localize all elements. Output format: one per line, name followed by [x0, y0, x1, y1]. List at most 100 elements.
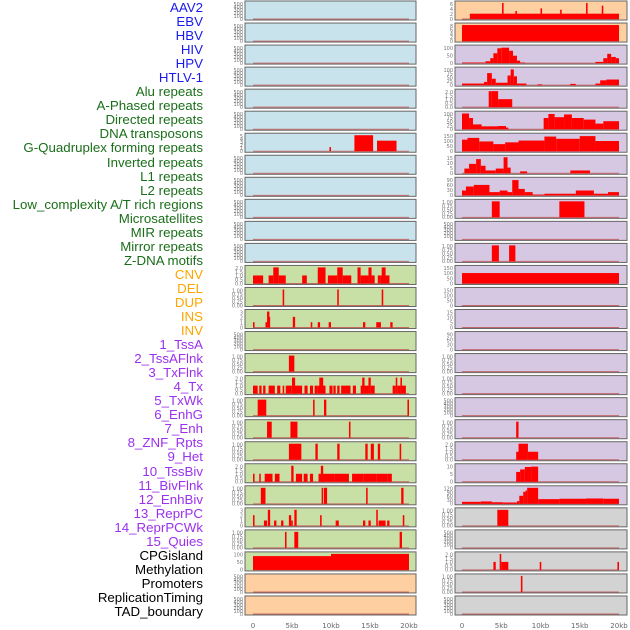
y-tick-label: 500 — [233, 112, 243, 118]
y-tick-label: 150 — [443, 134, 453, 140]
y-tick-label: 100 — [233, 256, 243, 262]
x-tick-label: 20kb — [400, 622, 418, 630]
y-tick-label: 300 — [443, 228, 453, 234]
coverage-bar — [377, 140, 397, 152]
track-panel-left — [244, 573, 417, 594]
y-tick-label: 0.25 — [232, 498, 243, 504]
y-tick-label: 500 — [233, 575, 243, 581]
y-tick-label: 100 — [443, 271, 453, 277]
coverage-bar — [364, 385, 369, 394]
coverage-bar — [360, 275, 369, 284]
y-tick-label: 100 — [443, 139, 453, 145]
track-panel-left — [244, 66, 417, 87]
track-label: HIV — [180, 42, 203, 58]
coverage-bar — [595, 83, 601, 86]
y-tick-label: 100 — [233, 234, 243, 240]
track-label: ReplicationTiming — [97, 589, 203, 605]
y-tick-label: 1.0 — [235, 472, 243, 478]
x-tick-label: 5kb — [495, 622, 509, 630]
y-tick-label: 150 — [443, 266, 453, 272]
track-panel-left — [244, 441, 417, 462]
y-tick-label: 30 — [447, 188, 453, 194]
y-tick-label: 0 — [450, 281, 453, 287]
coverage-bar — [603, 498, 619, 504]
coverage-bar — [315, 443, 318, 460]
coverage-bar — [402, 515, 405, 526]
coverage-bar — [513, 76, 517, 86]
track-label: 1_TssA — [159, 337, 203, 353]
track-panel-right — [454, 529, 628, 550]
y-tick-label: 0 — [450, 480, 453, 486]
track-label: MIR repeats — [130, 224, 203, 240]
y-tick-label: 2 — [450, 35, 453, 41]
coverage-bar — [267, 509, 271, 526]
y-tick-label: 0 — [240, 105, 243, 111]
y-tick-label: 0.50 — [442, 362, 453, 368]
y-tick-label: 100 — [233, 212, 243, 218]
y-tick-label: 0.25 — [442, 388, 453, 394]
coverage-bar — [291, 465, 294, 482]
y-tick-label: 100 — [443, 543, 453, 549]
y-tick-label: 0.00 — [442, 215, 453, 221]
track-panel-left — [244, 132, 417, 153]
y-tick-label: 200 — [443, 540, 453, 546]
y-tick-label: 0 — [450, 171, 453, 177]
coverage-bar — [376, 509, 378, 526]
y-tick-label: 0 — [240, 325, 243, 331]
y-tick-label: 0.50 — [442, 516, 453, 522]
y-tick-label: 500 — [233, 597, 243, 603]
coverage-bar — [520, 171, 528, 174]
y-tick-label: 2.0 — [235, 376, 243, 382]
track-panel-right — [454, 198, 628, 219]
track-label: Microsatellites — [118, 210, 203, 226]
track-label: DNA transposons — [99, 126, 203, 142]
y-tick-label: 0 — [450, 127, 453, 133]
y-tick-label: 500 — [443, 531, 453, 537]
coverage-bar — [362, 520, 366, 526]
coverage-bar — [472, 124, 482, 130]
coverage-bar — [331, 553, 409, 570]
y-tick-label: 0 — [450, 303, 453, 309]
coverage-bar — [322, 385, 326, 394]
y-tick-label: 0.00 — [232, 436, 243, 442]
coverage-bar — [263, 520, 268, 526]
track-panel-right — [454, 507, 628, 528]
coverage-bar — [253, 275, 264, 284]
coverage-bar — [583, 119, 596, 130]
coverage-bar — [505, 127, 509, 130]
coverage-bar — [291, 520, 293, 526]
coverage-bar — [304, 385, 308, 394]
coverage-bar — [603, 58, 608, 64]
y-tick-label: 30 — [447, 342, 453, 348]
y-tick-label: 1.00 — [232, 420, 243, 426]
y-tick-label: 0 — [240, 568, 243, 574]
y-tick-label: 0 — [240, 524, 243, 530]
coverage-bar — [518, 443, 528, 460]
coverage-bar — [516, 471, 521, 482]
y-tick-label: 200 — [233, 606, 243, 612]
coverage-bar — [363, 473, 377, 482]
coverage-bar — [290, 421, 298, 438]
coverage-bar — [362, 377, 365, 394]
coverage-bar — [607, 53, 612, 64]
coverage-bar — [469, 117, 473, 130]
y-tick-label: 400 — [233, 93, 243, 99]
y-tick-label: 3 — [240, 310, 243, 316]
track-label: DUP — [174, 294, 203, 310]
coverage-bar — [401, 487, 404, 504]
y-tick-label: 6 — [450, 2, 453, 8]
y-tick-label: 0.75 — [442, 204, 453, 210]
coverage-bar — [263, 385, 266, 394]
coverage-bar — [462, 113, 470, 130]
y-tick-label: 400 — [443, 534, 453, 540]
coverage-bar — [319, 377, 324, 394]
track-label: Low_complexity A/T rich regions — [12, 196, 203, 212]
coverage-bar — [462, 273, 619, 284]
y-tick-label: 0 — [450, 612, 453, 618]
coverage-bar — [516, 60, 521, 64]
coverage-bar — [608, 192, 619, 196]
coverage-bar — [323, 399, 327, 416]
y-tick-label: 300 — [233, 96, 243, 102]
coverage-bar — [329, 385, 333, 394]
y-tick-label: 15 — [447, 310, 453, 316]
